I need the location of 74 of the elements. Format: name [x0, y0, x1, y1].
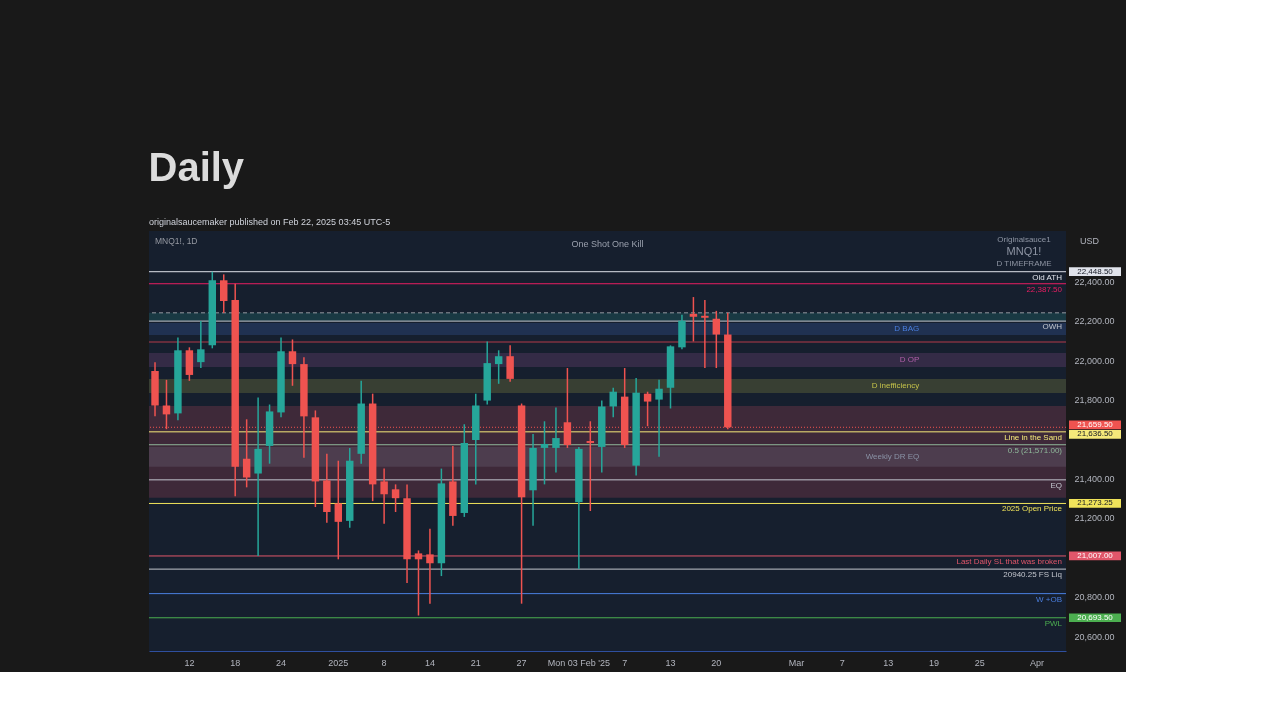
x-tick-label: 8	[381, 657, 387, 668]
candlestick	[426, 528, 434, 605]
x-tick-label: 18	[230, 657, 241, 668]
y-tick-label: 22,200.00	[1074, 316, 1115, 327]
chart-title: Daily	[148, 145, 245, 189]
y-axis-title: USD	[1080, 236, 1100, 246]
candlestick	[414, 549, 423, 617]
x-tick-label: 25	[974, 657, 985, 668]
ref-line-label: OWH	[1042, 322, 1063, 332]
ref-line-label: Line in the Sand	[1004, 432, 1062, 442]
y-tick-label: 21,636.50	[1077, 429, 1114, 439]
x-tick-label: 7	[839, 657, 845, 668]
ref-line-label: Old ATH	[1032, 272, 1063, 282]
ref-line-label: W +OB	[1035, 594, 1062, 604]
candlestick	[552, 406, 560, 474]
candlestick	[391, 483, 400, 513]
candlestick	[242, 418, 251, 489]
candlestick	[712, 310, 721, 369]
y-tick-label: 22,400.00	[1074, 276, 1115, 287]
ref-line-label: 0.5 (21,571.00)	[1007, 445, 1063, 455]
x-tick-label: 2025	[328, 657, 349, 668]
candlestick	[494, 349, 503, 385]
y-tick-label: 20,600.00	[1074, 631, 1115, 642]
x-tick-label: 12	[184, 657, 195, 668]
ref-line-label: 22,387.50	[1026, 284, 1063, 294]
band-label: D OP	[899, 355, 920, 365]
ref-line-label: PWL	[1044, 618, 1063, 628]
x-tick-label: 20	[711, 657, 722, 668]
band-label: D BAG	[894, 324, 920, 334]
y-tick-label: 22,448.50	[1077, 266, 1114, 276]
candlestick	[655, 379, 663, 458]
x-tick-label: 7	[622, 657, 628, 668]
y-tick-label: 21,400.00	[1074, 473, 1115, 484]
annotation: MNQ1!, 1D	[155, 236, 198, 246]
y-tick-label: 21,273.25	[1077, 498, 1114, 508]
candlestick	[506, 344, 514, 383]
annotation: One Shot One Kill	[571, 239, 644, 249]
candlestick	[380, 467, 388, 525]
candlestick	[689, 296, 698, 343]
y-tick-label: 21,800.00	[1074, 395, 1115, 406]
candlestick	[220, 273, 228, 314]
x-tick-label: Apr	[1030, 657, 1045, 668]
candlestick	[197, 320, 205, 369]
y-tick-label: 20,800.00	[1074, 592, 1115, 603]
ref-line-label: Last Daily SL that was broken	[956, 556, 1062, 566]
y-tick-label: 21,659.50	[1077, 419, 1114, 429]
candlestick	[288, 338, 297, 387]
y-tick-label: 21,007.00	[1077, 550, 1114, 560]
x-tick-label: 21	[470, 657, 481, 668]
candlestick	[540, 420, 549, 486]
annotation: D TIMEFRAME	[996, 259, 1052, 268]
band-label: D inefficiency	[871, 380, 920, 390]
band-label: Weekly DR EQ	[865, 451, 920, 461]
candlestick	[334, 459, 343, 561]
y-tick-label: 21,200.00	[1074, 513, 1115, 524]
x-tick-label: 13	[665, 657, 676, 668]
annotation: MNQ1!	[1006, 245, 1042, 257]
candlestick	[701, 299, 709, 369]
x-tick-label: 19	[928, 657, 939, 668]
x-tick-label: 13	[883, 657, 894, 668]
candlestick	[643, 390, 652, 427]
candlestick	[563, 367, 572, 449]
text: originalsaucemaker published on Feb 22, 2025 03:45 UTC-5	[149, 217, 391, 227]
x-tick-label: 24	[276, 657, 287, 668]
x-tick-label: Mar	[788, 657, 805, 668]
y-tick-label: 22,000.00	[1074, 355, 1115, 366]
x-tick-label: 27	[516, 657, 527, 668]
x-tick-label: Mon 03 Feb '25	[547, 657, 610, 668]
y-tick-label: 20,693.50	[1077, 612, 1114, 622]
ref-line-label: 20940.25 FS Liq	[1003, 570, 1062, 580]
ref-line-label: EQ	[1050, 480, 1062, 490]
annotation: Originalsauce1	[997, 235, 1052, 244]
x-tick-label: 14	[424, 657, 435, 668]
ref-line-label: 2025 Open Price	[1001, 504, 1063, 514]
